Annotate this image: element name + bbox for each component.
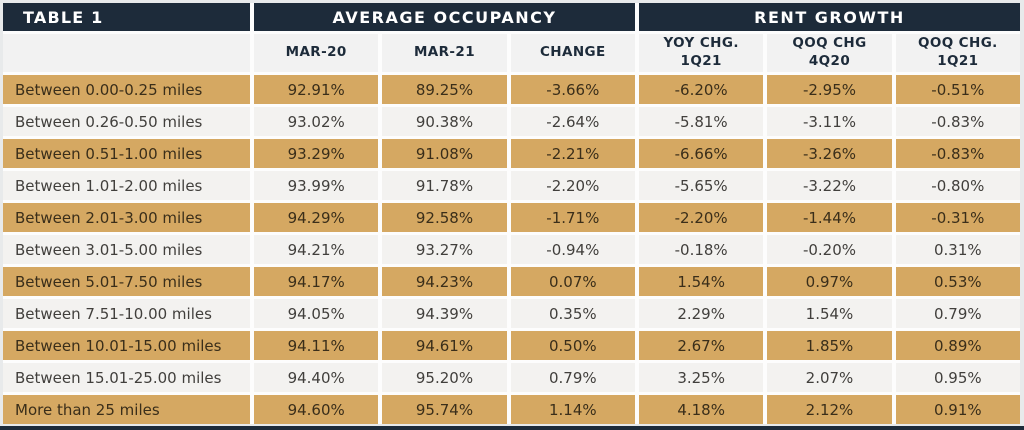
row-label: Between 0.26-0.50 miles [3,107,250,136]
cell-value: -2.21% [510,139,635,168]
cell-value: 1.54% [639,267,764,296]
column-header-line2: 4Q20 [808,53,851,69]
column-header-line2: 1Q21 [937,53,979,69]
row-label: Between 10.01-15.00 miles [3,331,250,360]
cell-value: 91.08% [382,139,507,168]
cell-value: 94.17% [254,267,379,296]
cell-value: 0.97% [767,267,892,296]
column-header-line1: MAR-20 [285,44,347,61]
cell-value: 3.25% [639,363,764,392]
cell-value: -0.94% [510,235,635,264]
cell-value: -3.22% [767,171,892,200]
cell-value: 95.20% [382,363,507,392]
row-label: Between 0.00-0.25 miles [3,75,250,104]
row-label: Between 15.01-25.00 miles [3,363,250,392]
group-header-average-occupancy: AVERAGE OCCUPANCY [254,3,635,31]
row-label: Between 1.01-2.00 miles [3,171,250,200]
cell-value: -0.83% [895,139,1020,168]
column-header-mar-20: MAR-20 [254,34,379,72]
cell-value: -0.83% [895,107,1020,136]
cell-value: -1.44% [767,203,892,232]
cell-value: 0.53% [895,267,1020,296]
cell-value: 93.02% [254,107,379,136]
cell-value: 0.79% [895,299,1020,328]
column-header-mar-21: MAR-21 [382,34,507,72]
cell-value: 93.29% [254,139,379,168]
cell-value: -5.65% [639,171,764,200]
column-header-line1: QOQ CHG. [917,35,998,52]
cell-value: 89.25% [382,75,507,104]
column-header-line1: YOY CHG. [663,35,739,52]
occupancy-rent-table: TABLE 1 AVERAGE OCCUPANCY RENT GROWTH MA… [3,3,1020,424]
cell-value: 94.60% [254,395,379,424]
cell-value: 0.50% [510,331,635,360]
column-header-change: CHANGE [510,34,635,72]
cell-value: 0.35% [510,299,635,328]
group-header-rent-growth: RENT GROWTH [639,3,1020,31]
row-label: More than 25 miles [3,395,250,424]
cell-value: -6.66% [639,139,764,168]
column-header-line2: 1Q21 [680,53,722,69]
cell-value: 2.12% [767,395,892,424]
cell-value: -2.20% [510,171,635,200]
cell-value: -0.20% [767,235,892,264]
row-label: Between 5.01-7.50 miles [3,267,250,296]
row-label: Between 2.01-3.00 miles [3,203,250,232]
bottom-border [0,426,1024,430]
cell-value: 94.39% [382,299,507,328]
cell-value: 94.11% [254,331,379,360]
cell-value: 94.40% [254,363,379,392]
row-label: Between 0.51-1.00 miles [3,139,250,168]
cell-value: 94.23% [382,267,507,296]
column-header-yoy-chg-1q21: YOY CHG. 1Q21 [639,34,764,72]
cell-value: 1.54% [767,299,892,328]
column-header-line1: MAR-21 [413,44,476,61]
column-header-qoq-chg-4q20: QOQ CHG 4Q20 [767,34,892,72]
cell-value: -0.31% [895,203,1020,232]
row-label: Between 7.51-10.00 miles [3,299,250,328]
cell-value: 92.91% [254,75,379,104]
cell-value: 0.31% [895,235,1020,264]
column-header-line1: QOQ CHG [792,35,867,52]
cell-value: 93.99% [254,171,379,200]
cell-value: 4.18% [639,395,764,424]
column-header-qoq-chg-1q21: QOQ CHG. 1Q21 [895,34,1020,72]
cell-value: 0.95% [895,363,1020,392]
cell-value: -3.66% [510,75,635,104]
cell-value: 92.58% [382,203,507,232]
cell-value: 94.21% [254,235,379,264]
cell-value: 93.27% [382,235,507,264]
cell-value: 95.74% [382,395,507,424]
cell-value: -2.64% [510,107,635,136]
cell-value: -0.80% [895,171,1020,200]
cell-value: 94.05% [254,299,379,328]
cell-value: 90.38% [382,107,507,136]
cell-value: -6.20% [639,75,764,104]
table-title: TABLE 1 [3,3,250,31]
cell-value: 2.29% [639,299,764,328]
cell-value: 1.14% [510,395,635,424]
cell-value: -3.26% [767,139,892,168]
cell-value: -0.18% [639,235,764,264]
cell-value: -2.20% [639,203,764,232]
cell-value: 2.67% [639,331,764,360]
column-header-line1: CHANGE [540,44,606,61]
cell-value: 0.07% [510,267,635,296]
cell-value: -0.51% [895,75,1020,104]
cell-value: 0.91% [895,395,1020,424]
cell-value: -3.11% [767,107,892,136]
cell-value: 0.89% [895,331,1020,360]
cell-value: 0.79% [510,363,635,392]
cell-value: -1.71% [510,203,635,232]
cell-value: 1.85% [767,331,892,360]
corner-cell [3,34,250,72]
cell-value: 2.07% [767,363,892,392]
cell-value: 94.61% [382,331,507,360]
cell-value: -5.81% [639,107,764,136]
cell-value: 94.29% [254,203,379,232]
cell-value: 91.78% [382,171,507,200]
row-label: Between 3.01-5.00 miles [3,235,250,264]
cell-value: -2.95% [767,75,892,104]
